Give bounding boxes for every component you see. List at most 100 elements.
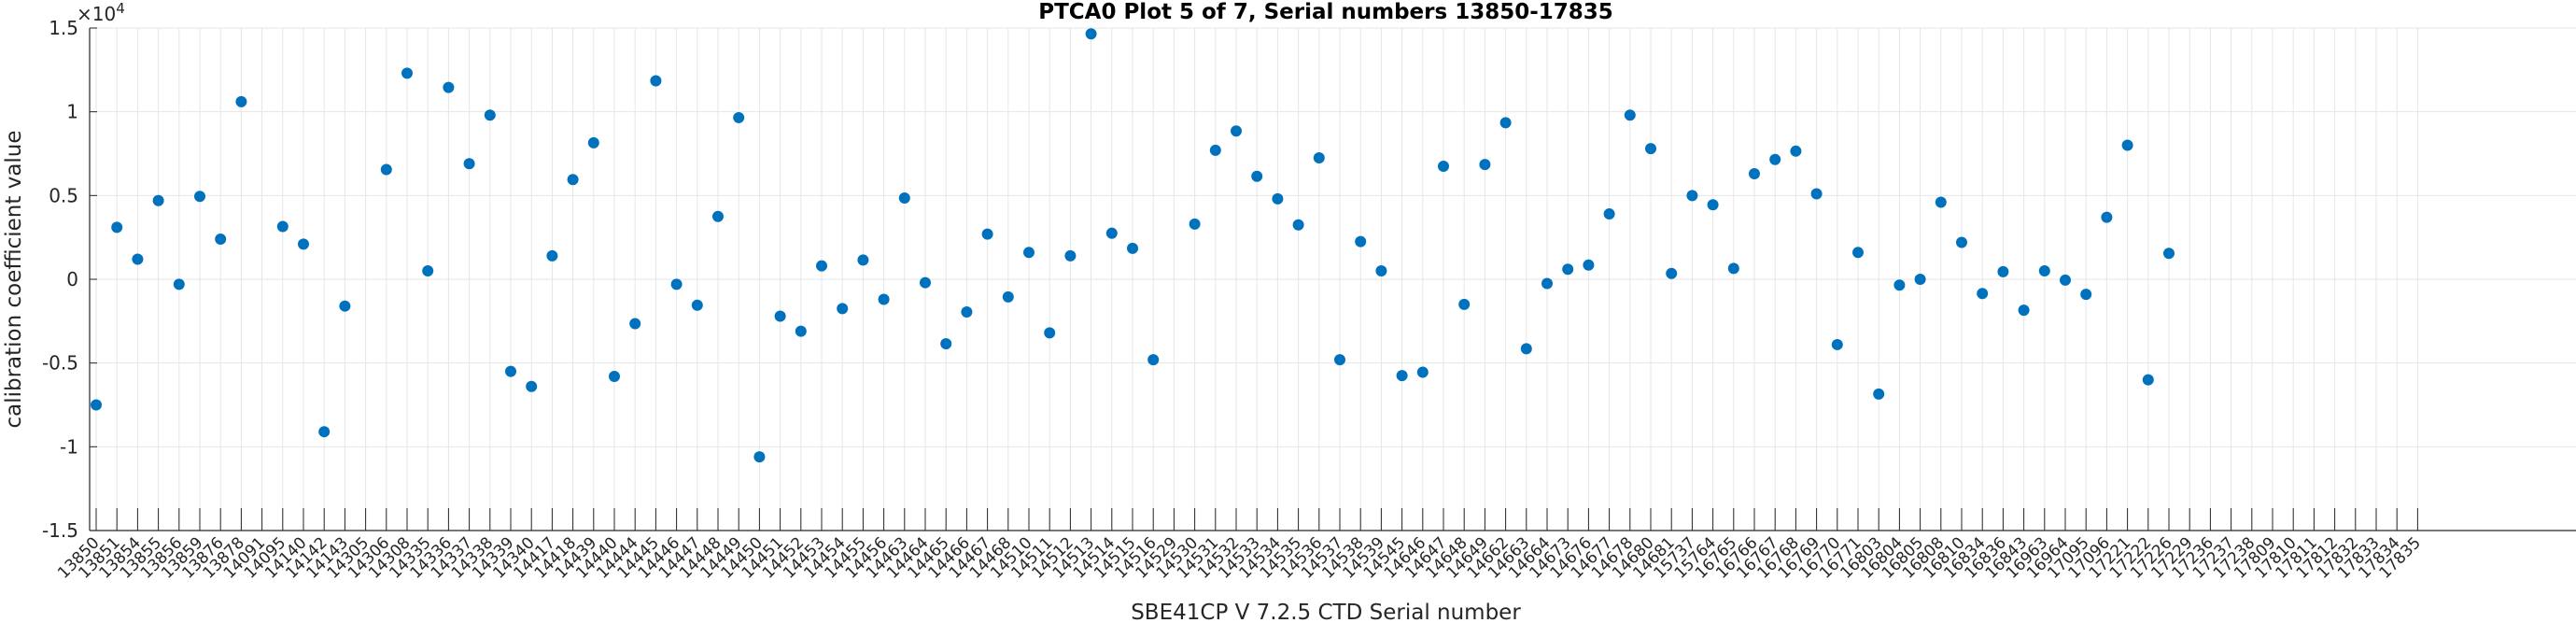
data-point [1520, 343, 1532, 355]
data-point [505, 365, 516, 377]
data-point [1624, 109, 1636, 121]
data-point [1334, 354, 1345, 366]
data-point [1831, 338, 1843, 350]
data-point [1458, 298, 1471, 310]
data-point [1666, 267, 1678, 279]
data-point [215, 233, 227, 245]
data-point [318, 426, 331, 438]
data-point [670, 278, 683, 290]
data-point [1355, 235, 1367, 248]
data-point [173, 278, 185, 290]
data-point [981, 228, 993, 240]
data-point [380, 163, 392, 176]
data-point [2142, 374, 2154, 386]
y-tick-label: 1 [66, 101, 78, 123]
data-point [1645, 143, 1656, 155]
y-tick-label: 0 [66, 268, 78, 290]
data-point [1603, 208, 1615, 220]
data-point [1852, 247, 1864, 259]
data-point [920, 276, 931, 289]
data-point [1707, 199, 1719, 211]
data-point [961, 305, 973, 318]
data-point [753, 451, 766, 463]
data-point [132, 253, 144, 265]
data-point [1272, 192, 1284, 205]
y-exponent-base: ×10 [77, 3, 116, 25]
data-point [837, 303, 849, 315]
data-point [1749, 168, 1760, 180]
data-point [691, 299, 703, 311]
y-tick-label: -1.5 [42, 519, 78, 542]
data-point [2121, 139, 2133, 151]
data-point [2060, 274, 2071, 286]
y-tick-label: 0.5 [49, 184, 78, 206]
data-point [567, 174, 579, 186]
data-point [940, 338, 952, 350]
y-tick-label: -0.5 [42, 352, 78, 375]
data-point [1790, 145, 1802, 157]
data-point [1313, 151, 1325, 163]
y-ticks: -1.5 -1 -0.5 0 0.5 1 1.5 [42, 17, 97, 542]
data-point [152, 194, 164, 206]
data-point [1935, 196, 1947, 208]
data-point [2101, 211, 2113, 223]
data-point [484, 109, 496, 121]
data-point [276, 220, 289, 233]
data-point [1127, 242, 1138, 254]
y-axis-label: calibration coefficient value [2, 130, 26, 428]
data-point [609, 371, 620, 383]
data-point [1997, 265, 2009, 277]
data-point [1977, 288, 1989, 300]
data-point [1416, 366, 1429, 378]
data-point [1499, 117, 1512, 129]
data-point [1479, 159, 1491, 171]
data-point [2080, 289, 2092, 301]
data-point [2038, 265, 2050, 277]
data-point [111, 221, 123, 234]
data-point [443, 81, 455, 93]
data-point [1562, 263, 1574, 276]
data-point [629, 318, 641, 330]
data-point [526, 380, 538, 392]
data-point [1810, 188, 1823, 200]
data-point [587, 136, 599, 149]
data-point [1085, 28, 1097, 40]
data-point [1147, 354, 1160, 366]
data-point [1686, 190, 1698, 202]
y-exponent-label: ×104 [77, 0, 125, 25]
data-point [1727, 262, 1739, 275]
data-point [878, 293, 890, 305]
data-point [1231, 125, 1242, 137]
data-point [1769, 153, 1781, 165]
data-point [1209, 144, 1221, 156]
data-point [898, 192, 910, 205]
data-point [1541, 277, 1553, 290]
data-point [91, 399, 102, 411]
data-point [733, 111, 745, 123]
data-point [194, 191, 205, 203]
data-point [1914, 274, 1926, 285]
data-point [422, 265, 434, 277]
data-point [1105, 227, 1118, 239]
data-point [1251, 170, 1263, 182]
data-point [1044, 327, 1056, 339]
data-point [546, 249, 558, 262]
data-point [712, 210, 724, 222]
data-point [1375, 265, 1387, 277]
y-tick-label: -1 [60, 435, 78, 458]
data-point [463, 158, 475, 170]
data-point [298, 238, 309, 250]
data-points [91, 28, 2175, 463]
data-point [816, 260, 827, 272]
data-point [795, 325, 807, 337]
data-point [1893, 279, 1906, 291]
x-axis-label: SBE41CP V 7.2.5 CTD Serial number [1131, 601, 1521, 623]
y-exponent-power: 4 [116, 0, 125, 17]
data-point [650, 75, 662, 87]
data-point [401, 67, 413, 79]
data-point [1189, 218, 1201, 230]
data-point [1438, 160, 1449, 172]
data-point [1583, 259, 1595, 271]
data-point [1002, 290, 1014, 303]
